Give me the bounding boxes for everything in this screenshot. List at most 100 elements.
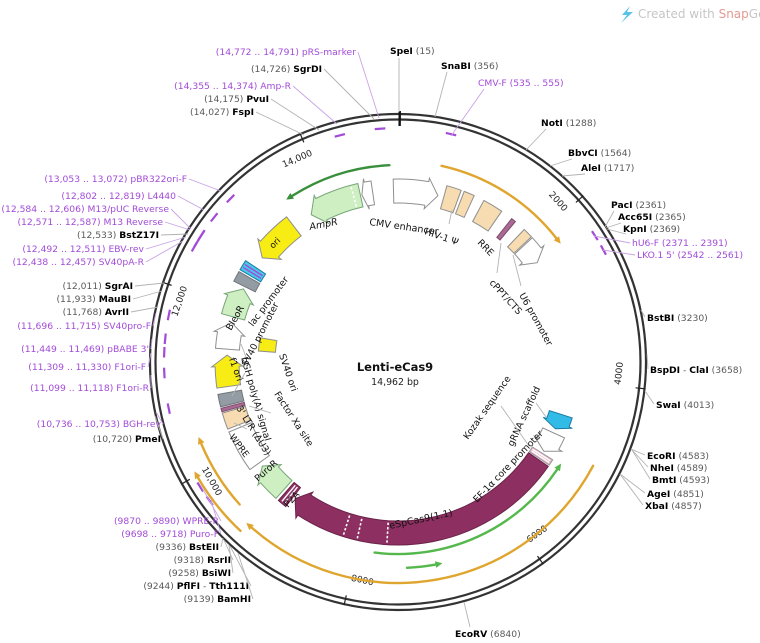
primer-label-pRS-marker[interactable]: (14,772 .. 14,791) pRS-marker: [216, 47, 356, 58]
primer-label-M13-pUC-Reverse[interactable]: (12,584 .. 12,606) M13/pUC Reverse: [1, 204, 169, 215]
feature-label-factor-xa-site[interactable]: Factor Xa site: [271, 390, 315, 449]
orf-cas9: [250, 464, 595, 585]
enzyme-label-PvuI[interactable]: (14,175) PvuI: [204, 94, 269, 105]
primer-label-EBV-rev[interactable]: (12,492 .. 12,511) EBV-rev: [22, 244, 144, 255]
enzyme-label-BmtI[interactable]: BmtI (4593): [652, 475, 710, 486]
primer-label-M13-Reverse[interactable]: (12,571 .. 12,587) M13 Reverse: [17, 217, 163, 228]
feature-label-rre[interactable]: RRE: [475, 237, 496, 258]
enzyme-label-PflFI-Tth111I[interactable]: (9244) PflFI - Tth111I: [143, 581, 249, 592]
feature-ef1a-core-promoter[interactable]: [533, 427, 566, 452]
primer-label-hU6-F[interactable]: hU6-F (2371 .. 2391): [632, 238, 728, 249]
primer-label-Puro-F[interactable]: (9698 .. 9718) Puro-F: [121, 529, 219, 540]
enzyme-connector-KpnI: [606, 228, 627, 235]
feature-hiv1-psi-box-2[interactable]: [454, 190, 475, 219]
enzyme-label-BstEII[interactable]: (9336) BstEII: [156, 542, 219, 553]
primer-label-F1ori-R[interactable]: (11,099 .. 11,118) F1ori-R: [30, 383, 149, 394]
primer-label-CMV-F[interactable]: CMV-F (535 .. 555): [478, 78, 564, 89]
enzyme-label-FspI[interactable]: (14,027) FspI: [190, 107, 254, 118]
orf-bottom-green: [405, 563, 437, 569]
feature-p2a[interactable]: [277, 481, 302, 508]
enzyme-label-MauBI[interactable]: (11,933) MauBI: [56, 294, 131, 305]
label-connector-u6-promoter: [512, 254, 522, 287]
orf-top-right: [440, 164, 558, 240]
enzyme-label-AvrII[interactable]: (11,768) AvrII: [63, 307, 129, 318]
enzyme-label-SgrAI[interactable]: (12,011) SgrAI: [62, 281, 133, 292]
enzyme-label-BstBI[interactable]: BstBI (3230): [647, 313, 708, 324]
feature-bgh-polya[interactable]: [217, 389, 245, 408]
enzyme-label-SgrDI[interactable]: (14,726) SgrDI: [251, 64, 322, 75]
feature-ampr[interactable]: [310, 182, 364, 225]
enzyme-label-Acc65I[interactable]: Acc65I (2365): [618, 212, 686, 223]
enzyme-label-AleI[interactable]: AleI (1717): [581, 163, 634, 174]
enzyme-label-AgeI[interactable]: AgeI (4851): [647, 489, 704, 500]
primer-label-BGH-rev[interactable]: (10,736 .. 10,753) BGH-rev: [37, 419, 162, 430]
enzyme-label-KpnI[interactable]: KpnI (2369): [623, 224, 680, 235]
feature-label-hiv1-psi[interactable]: HIV-1 Ψ: [423, 226, 460, 248]
primer-label-SV40pro-F[interactable]: (11,696 .. 11,715) SV40pro-F: [17, 321, 151, 332]
plasmid-backbone-outer-ring: [148, 112, 648, 612]
primer-mark-14: [210, 212, 219, 223]
feature-bleor[interactable]: [220, 288, 255, 321]
primer-label-L4440[interactable]: (12,802 .. 12,819) L4440: [61, 191, 176, 202]
feature-wpre-box[interactable]: [228, 422, 271, 471]
primer-label-F1ori-F[interactable]: (11,309 .. 11,330) F1ori-F: [28, 362, 146, 373]
primer-label-LKO-1-5[interactable]: LKO.1 5' (2542 .. 2561): [637, 250, 743, 261]
primer-mark-15: [226, 194, 236, 204]
enzyme-connector-AgeI: [619, 473, 646, 494]
feature-factor-xa-site[interactable]: [220, 401, 246, 413]
enzyme-connector-NheI: [630, 448, 649, 468]
enzyme-label-SwaI[interactable]: SwaI (4013): [656, 400, 714, 411]
primer-label-WPRE-R[interactable]: (9870 .. 9890) WPRE-R: [114, 516, 220, 527]
feature-cppt-cts[interactable]: [496, 217, 517, 241]
plasmid-title: Lenti-eCas9 14,962 bp: [357, 360, 433, 388]
feature-cmv-enhancer[interactable]: [392, 176, 439, 211]
enzyme-label-XbaI[interactable]: XbaI (4857): [645, 501, 702, 512]
enzyme-label-EcoRI[interactable]: EcoRI (4583): [647, 451, 709, 462]
primer-mark-9: [166, 309, 171, 321]
primer-label-Amp-R[interactable]: (14,355 .. 14,374) Amp-R: [174, 81, 291, 92]
feature-ampr-promoter[interactable]: [361, 178, 376, 210]
feature-ltr3-du3[interactable]: [221, 405, 251, 430]
enzyme-connector-AvrII: [130, 306, 159, 313]
enzyme-label-BamHI[interactable]: (9139) BamHI: [184, 594, 251, 605]
enzyme-connector-PmeI: [154, 415, 164, 440]
enzyme-label-BbvCI[interactable]: BbvCI (1564): [568, 148, 631, 159]
primer-connector-SV40pA-R: [145, 240, 184, 263]
feature-label-u6-promoter[interactable]: U6 promoter: [516, 291, 554, 348]
tick-4000: [635, 387, 646, 390]
feature-grna-scaffold[interactable]: [542, 409, 573, 430]
enzyme-label-PmeI[interactable]: (10,720) PmeI: [93, 434, 161, 445]
primer-label-SV40pA-R[interactable]: (12,438 .. 12,457) SV40pA-R: [13, 257, 145, 268]
enzyme-label-EcoRV[interactable]: EcoRV (6840): [455, 629, 521, 640]
enzyme-label-BsiWI[interactable]: (9258) BsiWI: [168, 568, 231, 579]
feature-sv40-promoter[interactable]: [212, 322, 247, 351]
feature-hiv1-psi-box-1[interactable]: [439, 185, 462, 214]
feature-rre[interactable]: [471, 199, 503, 232]
enzyme-label-BstZ17I[interactable]: (12,533) BstZ17I: [77, 230, 159, 241]
feature-label-kozak-sequence[interactable]: Kozak sequence: [461, 374, 513, 442]
enzyme-label-SpeI[interactable]: SpeI (15): [390, 46, 435, 57]
orf-cas9-head: [246, 522, 254, 531]
enzyme-label-NotI[interactable]: NotI (1288): [541, 118, 596, 129]
feature-puror[interactable]: [257, 463, 293, 500]
feature-gray-box[interactable]: [233, 270, 261, 293]
feature-espcas9[interactable]: [294, 452, 549, 546]
enzyme-connector-EcoRI: [630, 448, 646, 456]
primer-label-pBR322ori-F[interactable]: (13,053 .. 13,072) pBR322ori-F: [44, 174, 187, 185]
feature-u6-upstream-box[interactable]: [506, 228, 533, 254]
enzyme-label-SnaBI[interactable]: SnaBI (356): [441, 61, 498, 72]
enzyme-label-PacI[interactable]: PacI (2361): [611, 200, 666, 211]
feature-ori[interactable]: [257, 216, 302, 261]
feature-label-sv40-ori[interactable]: SV40 ori: [276, 352, 299, 393]
enzyme-label-RsrII[interactable]: (9318) RsrII: [174, 555, 231, 566]
primer-label-pBABE-3[interactable]: (11,449 .. 11,469) pBABE 3': [21, 344, 149, 355]
feature-u6-promoter[interactable]: [513, 236, 545, 266]
watermark-text: Created with SnapGene®: [638, 7, 760, 21]
feature-label-ampr[interactable]: AmpR: [307, 217, 338, 233]
feature-sv40-ori[interactable]: [257, 337, 278, 353]
label-connector-sv40-promoter: [240, 343, 247, 358]
primer-connector-pRS-marker: [357, 51, 380, 119]
enzyme-label-BspDI-ClaI[interactable]: BspDI - ClaI (3658): [650, 365, 742, 376]
enzyme-label-NheI[interactable]: NheI (4589): [650, 463, 707, 474]
enzyme-connector-SgrDI: [323, 68, 375, 120]
